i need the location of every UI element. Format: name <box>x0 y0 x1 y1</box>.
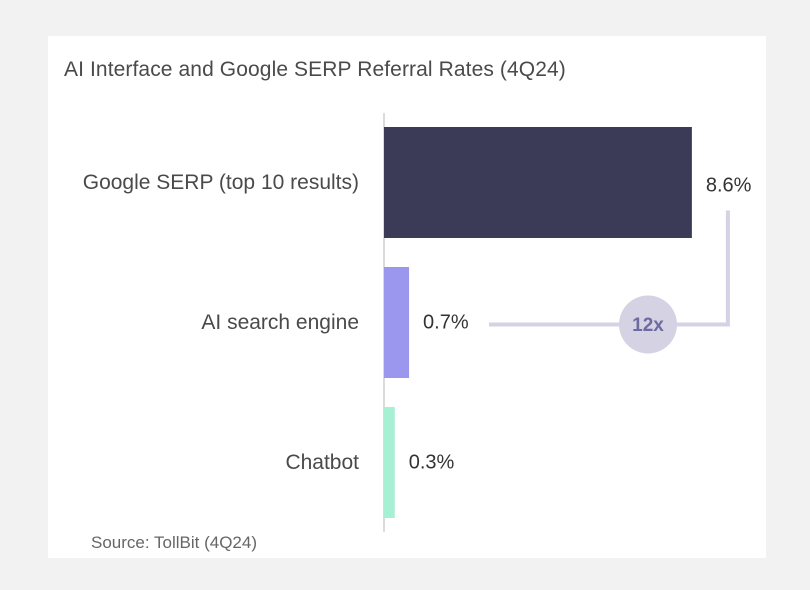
bar-chart: 12x Google SERP (top 10 results) 8.6% AI s… <box>83 113 752 532</box>
chart-title: AI Interface and Google SERP Referral Ra… <box>64 58 566 81</box>
ratio-annotation: 12x <box>489 210 730 354</box>
annotation-connector <box>489 210 730 327</box>
value-label-2: 0.3% <box>409 452 455 474</box>
bar-2 <box>384 407 395 518</box>
bar-0 <box>384 127 692 238</box>
chart-card: 12x Google SERP (top 10 results) 8.6% AI s… <box>48 36 766 558</box>
value-label-0: 8.6% <box>706 175 752 197</box>
category-label-2: Chatbot <box>285 451 359 474</box>
category-label-1: AI search engine <box>201 311 359 334</box>
category-label-0: Google SERP (top 10 results) <box>83 171 359 194</box>
bar-1 <box>384 267 410 378</box>
source-note: Source: TollBit (4Q24) <box>91 533 257 552</box>
bars: Google SERP (top 10 results) 8.6% AI searc… <box>83 127 752 518</box>
annotation-label: 12x <box>632 315 664 336</box>
value-label-1: 0.7% <box>423 312 469 334</box>
annotation-badge <box>619 295 677 354</box>
